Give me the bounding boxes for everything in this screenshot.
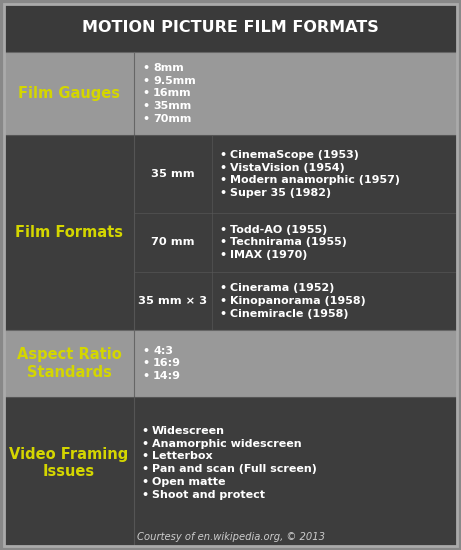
Text: 9.5mm: 9.5mm (153, 76, 196, 86)
Text: Widescreen: Widescreen (152, 426, 225, 436)
Text: •: • (142, 114, 149, 124)
Text: Todd-AO (1955): Todd-AO (1955) (230, 224, 327, 234)
Text: 4:3: 4:3 (153, 345, 173, 356)
Text: •: • (141, 464, 148, 474)
Text: •: • (142, 345, 149, 356)
Text: Cinerama (1952): Cinerama (1952) (230, 283, 334, 293)
Text: Kinopanorama (1958): Kinopanorama (1958) (230, 296, 366, 306)
Text: •: • (219, 150, 226, 160)
Text: MOTION PICTURE FILM FORMATS: MOTION PICTURE FILM FORMATS (82, 20, 379, 36)
Bar (4, 397, 457, 546)
Text: IMAX (1970): IMAX (1970) (230, 250, 307, 260)
Text: •: • (142, 89, 149, 98)
Text: •: • (219, 188, 226, 198)
Text: 35mm: 35mm (153, 101, 191, 111)
Text: •: • (219, 237, 226, 248)
Text: Pan and scan (Full screen): Pan and scan (Full screen) (152, 464, 317, 474)
Text: •: • (141, 477, 148, 487)
Text: Video Framing
Issues: Video Framing Issues (9, 447, 129, 479)
Text: •: • (142, 76, 149, 86)
Text: Cinemiracle (1958): Cinemiracle (1958) (230, 309, 349, 318)
Text: VistaVision (1954): VistaVision (1954) (230, 163, 345, 173)
Text: Courtesy of en.wikipedia.org, © 2013: Courtesy of en.wikipedia.org, © 2013 (136, 532, 325, 542)
Bar (4, 4, 457, 52)
Text: 35 mm × 3: 35 mm × 3 (138, 296, 207, 306)
Text: •: • (141, 426, 148, 436)
Text: •: • (219, 163, 226, 173)
Text: •: • (141, 438, 148, 449)
Text: Letterbox: Letterbox (152, 452, 213, 461)
Text: •: • (141, 452, 148, 461)
Text: Film Formats: Film Formats (15, 225, 123, 240)
Text: •: • (219, 250, 226, 260)
Bar (4, 330, 457, 397)
Text: •: • (142, 101, 149, 111)
Text: •: • (142, 359, 149, 369)
Text: Technirama (1955): Technirama (1955) (230, 237, 347, 248)
Text: Shoot and protect: Shoot and protect (152, 490, 265, 500)
Text: •: • (219, 224, 226, 234)
Text: •: • (219, 283, 226, 293)
Text: •: • (142, 63, 149, 73)
Text: 16mm: 16mm (153, 89, 192, 98)
Text: •: • (219, 296, 226, 306)
Text: CinemaScope (1953): CinemaScope (1953) (230, 150, 359, 160)
Text: Open matte: Open matte (152, 477, 225, 487)
Bar (4, 135, 457, 330)
Text: •: • (141, 490, 148, 500)
Text: 70 mm: 70 mm (151, 237, 195, 248)
Text: 35 mm: 35 mm (151, 169, 195, 179)
Text: Modern anamorphic (1957): Modern anamorphic (1957) (230, 175, 400, 185)
Text: 70mm: 70mm (153, 114, 191, 124)
Text: •: • (219, 175, 226, 185)
Text: •: • (142, 371, 149, 381)
Text: Anamorphic widescreen: Anamorphic widescreen (152, 438, 301, 449)
Text: 8mm: 8mm (153, 63, 184, 73)
Text: Super 35 (1982): Super 35 (1982) (230, 188, 331, 198)
Bar (4, 52, 457, 135)
Text: Aspect Ratio
Standards: Aspect Ratio Standards (17, 347, 121, 380)
Text: 16:9: 16:9 (153, 359, 181, 369)
Text: 14:9: 14:9 (153, 371, 181, 381)
Text: •: • (219, 309, 226, 318)
Text: Film Gauges: Film Gauges (18, 86, 120, 101)
